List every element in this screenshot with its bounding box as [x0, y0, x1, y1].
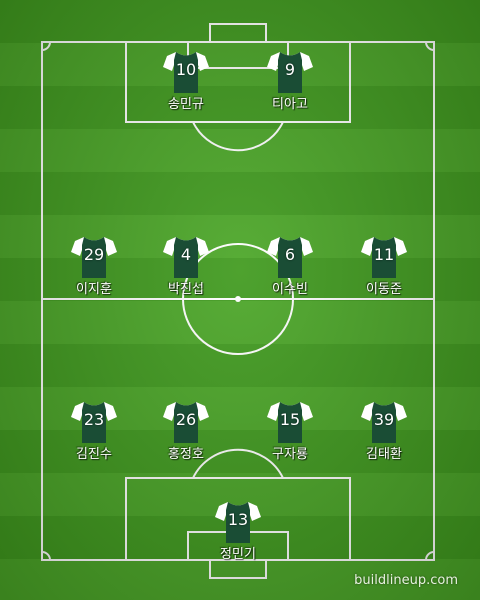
- player-name: 정민기: [220, 547, 256, 562]
- player-name: 이지훈: [76, 282, 112, 297]
- jersey-number: 15: [279, 410, 301, 429]
- player: 10 송민규: [126, 50, 246, 112]
- jersey-icon: 23: [71, 400, 117, 444]
- corner-arc-top-left: [41, 41, 51, 51]
- jersey-icon: 26: [163, 400, 209, 444]
- player-name: 김진수: [76, 447, 112, 462]
- player: 13 정민기: [178, 500, 298, 562]
- player: 4 박진섭: [126, 235, 246, 297]
- player: 39 김태환: [324, 400, 444, 462]
- player: 23 김진수: [34, 400, 154, 462]
- top-penalty-arc: [192, 121, 284, 152]
- jersey-icon: 11: [361, 235, 407, 279]
- jersey-number: 29: [83, 245, 105, 264]
- player: 6 이수빈: [230, 235, 350, 297]
- jersey-number: 6: [284, 245, 296, 264]
- jersey-icon: 15: [267, 400, 313, 444]
- player: 26 홍정호: [126, 400, 246, 462]
- jersey-number: 13: [227, 510, 249, 529]
- player-name: 박진섭: [168, 282, 204, 297]
- player-name: 김태환: [366, 447, 402, 462]
- player-name: 홍정호: [168, 447, 204, 462]
- jersey-icon: 10: [163, 50, 209, 94]
- jersey-icon: 13: [215, 500, 261, 544]
- player: 29 이지훈: [34, 235, 154, 297]
- jersey-number: 23: [83, 410, 105, 429]
- jersey-number: 26: [175, 410, 197, 429]
- jersey-icon: 6: [267, 235, 313, 279]
- watermark: buildlineup.com: [354, 573, 458, 588]
- jersey-number: 11: [373, 245, 395, 264]
- player-name: 티아고: [272, 97, 308, 112]
- player-name: 송민규: [168, 97, 204, 112]
- jersey-number: 4: [180, 245, 192, 264]
- jersey-icon: 39: [361, 400, 407, 444]
- player-name: 이수빈: [272, 282, 308, 297]
- jersey-icon: 4: [163, 235, 209, 279]
- player-name: 구자룡: [272, 447, 308, 462]
- player: 9 티아고: [230, 50, 350, 112]
- jersey-number: 39: [373, 410, 395, 429]
- top-goal: [209, 23, 267, 43]
- jersey-icon: 9: [267, 50, 313, 94]
- player: 11 이동준: [324, 235, 444, 297]
- center-circle: [182, 243, 294, 355]
- corner-arc-top-right: [425, 41, 435, 51]
- corner-arc-bottom-right: [425, 551, 435, 561]
- jersey-number: 10: [175, 60, 197, 79]
- player-name: 이동준: [366, 282, 402, 297]
- player: 15 구자룡: [230, 400, 350, 462]
- bottom-goal: [209, 559, 267, 579]
- jersey-icon: 29: [71, 235, 117, 279]
- corner-arc-bottom-left: [41, 551, 51, 561]
- center-spot: [235, 296, 241, 302]
- jersey-number: 9: [284, 60, 296, 79]
- bottom-penalty-arc: [192, 448, 284, 479]
